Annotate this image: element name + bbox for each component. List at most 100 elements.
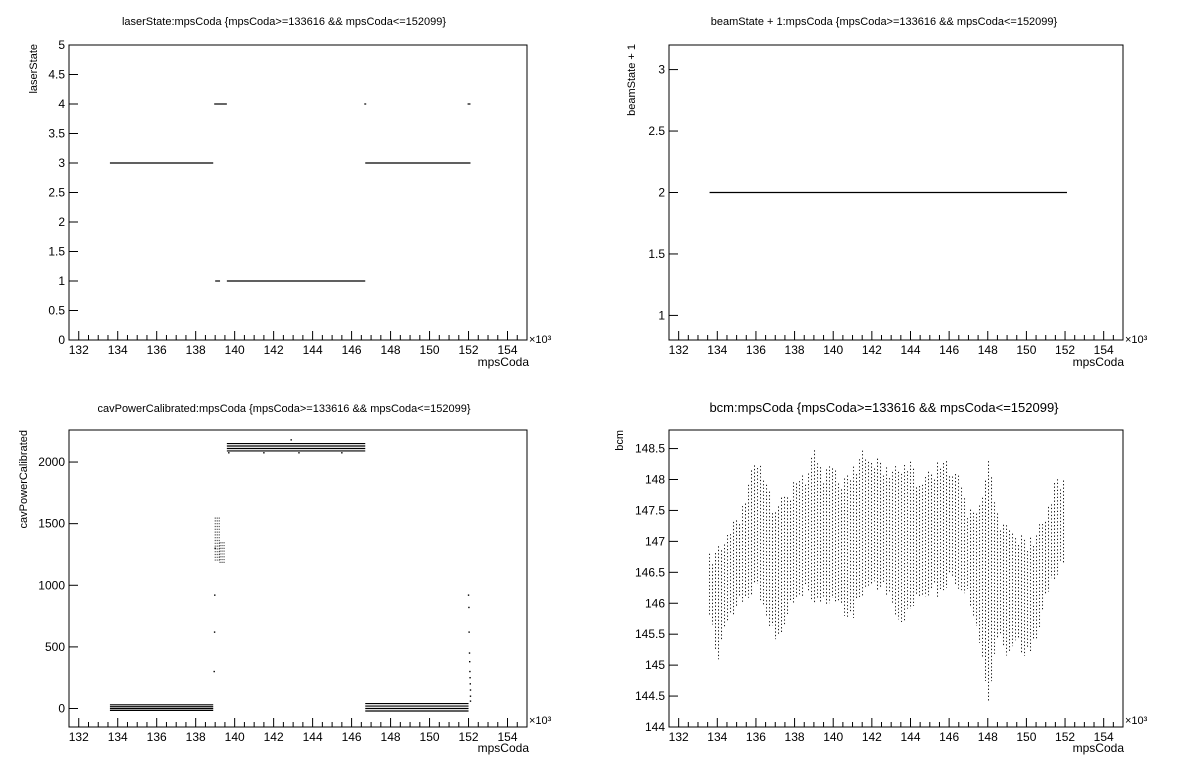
y-axis-label: bcm — [614, 430, 626, 451]
y-tick-label: 144.5 — [635, 689, 665, 703]
x-axis-label: mpsCoda — [478, 741, 530, 755]
x-tick-label: 154 — [1094, 730, 1114, 744]
chart-title: laserState:mpsCoda {mpsCoda>=133616 && m… — [122, 16, 446, 28]
x-tick-label: 134 — [707, 730, 727, 744]
y-tick-label: 1500 — [38, 517, 65, 531]
x-tick-label: 134 — [108, 343, 128, 357]
data-point — [469, 670, 471, 673]
x-tick-label: 150 — [1016, 343, 1036, 357]
y-tick-label: 3 — [58, 156, 65, 170]
x-tick-label: 150 — [420, 730, 440, 744]
y-tick-label: 145.5 — [635, 627, 665, 641]
y-tick-label: 5 — [58, 38, 65, 52]
x-tick-label: 140 — [823, 343, 843, 357]
panel-laserstate: laserState:mpsCoda {mpsCoda>=133616 && m… — [28, 16, 552, 369]
x-multiplier: ×10³ — [529, 715, 552, 727]
y-tick-label: 500 — [45, 640, 65, 654]
y-axis-label: cavPowerCalibrated — [18, 430, 30, 528]
x-tick-label: 148 — [978, 730, 998, 744]
x-tick-label: 138 — [186, 343, 206, 357]
data-point — [469, 683, 471, 685]
x-tick-label: 144 — [303, 730, 323, 744]
x-tick-label: 150 — [1016, 730, 1036, 744]
x-tick-label: 152 — [459, 730, 479, 744]
panel-cavpower: cavPowerCalibrated:mpsCoda {mpsCoda>=133… — [18, 403, 552, 755]
x-axis-label: mpsCoda — [1073, 741, 1125, 755]
plot-frame — [668, 429, 1124, 728]
data-point — [469, 695, 472, 697]
y-tick-label: 4 — [58, 97, 65, 111]
x-tick-label: 142 — [264, 343, 284, 357]
y-tick-label: 2 — [658, 186, 665, 200]
y-axis-label: beamState + 1 — [626, 44, 638, 116]
x-tick-label: 140 — [225, 343, 245, 357]
x-tick-label: 140 — [225, 730, 245, 744]
chart-title: beamState + 1:mpsCoda {mpsCoda>=133616 &… — [711, 16, 1058, 28]
x-tick-label: 146 — [939, 730, 959, 744]
x-tick-label: 152 — [1055, 730, 1075, 744]
x-tick-label: 148 — [381, 730, 401, 744]
x-tick-label: 146 — [939, 343, 959, 357]
x-tick-label: 138 — [785, 730, 805, 744]
y-tick-label: 147.5 — [635, 503, 665, 517]
data-point — [469, 700, 472, 702]
data-point — [469, 660, 471, 663]
data-point — [290, 439, 292, 441]
chart-title: bcm:mpsCoda {mpsCoda>=133616 && mpsCoda<… — [709, 400, 1059, 415]
y-tick-label: 148 — [645, 473, 665, 487]
x-tick-label: 154 — [497, 730, 517, 744]
data-point — [298, 452, 300, 454]
y-tick-label: 2.5 — [648, 124, 665, 138]
y-tick-label: 4.5 — [48, 68, 65, 82]
data-point — [467, 594, 470, 596]
x-tick-label: 144 — [900, 730, 920, 744]
x-tick-label: 136 — [147, 730, 167, 744]
y-tick-label: 144 — [645, 720, 665, 734]
x-tick-label: 132 — [69, 343, 89, 357]
y-tick-label: 1000 — [38, 578, 65, 592]
y-tick-label: 1 — [658, 308, 665, 322]
y-tick-label: 2000 — [38, 455, 65, 469]
y-tick-label: 146.5 — [635, 565, 665, 579]
plot-frame — [68, 44, 528, 341]
y-tick-label: 0 — [58, 333, 65, 347]
x-tick-label: 132 — [69, 730, 89, 744]
x-tick-label: 132 — [669, 343, 689, 357]
x-tick-label: 148 — [381, 343, 401, 357]
data-point — [213, 670, 215, 673]
x-tick-label: 138 — [785, 343, 805, 357]
y-tick-label: 0.5 — [48, 304, 65, 318]
x-axis-label: mpsCoda — [1073, 355, 1125, 369]
x-tick-label: 142 — [264, 730, 284, 744]
y-axis-label: laserState — [28, 44, 40, 94]
y-tick-label: 1.5 — [48, 245, 65, 259]
x-tick-label: 138 — [186, 730, 206, 744]
data-point — [213, 631, 216, 633]
y-tick-label: 147 — [645, 534, 665, 548]
y-tick-label: 3.5 — [48, 127, 65, 141]
x-tick-label: 154 — [497, 343, 517, 357]
x-tick-label: 152 — [1055, 343, 1075, 357]
x-multiplier: ×10³ — [1125, 334, 1148, 346]
x-tick-label: 134 — [707, 343, 727, 357]
x-tick-label: 132 — [669, 730, 689, 744]
data-point — [468, 652, 471, 654]
x-tick-label: 148 — [978, 343, 998, 357]
y-tick-label: 1.5 — [648, 247, 665, 261]
y-tick-label: 1 — [58, 274, 65, 288]
x-tick-label: 146 — [342, 343, 362, 357]
data-point — [469, 689, 472, 691]
plot-frame — [68, 429, 528, 728]
y-tick-label: 148.5 — [635, 442, 665, 456]
data-point — [468, 606, 470, 609]
x-tick-label: 152 — [459, 343, 479, 357]
x-tick-label: 136 — [147, 343, 167, 357]
x-tick-label: 134 — [108, 730, 128, 744]
x-tick-label: 150 — [420, 343, 440, 357]
x-tick-label: 154 — [1094, 343, 1114, 357]
data-point — [468, 631, 470, 633]
data-point — [263, 452, 265, 454]
x-tick-label: 136 — [746, 730, 766, 744]
x-multiplier: ×10³ — [529, 334, 552, 346]
